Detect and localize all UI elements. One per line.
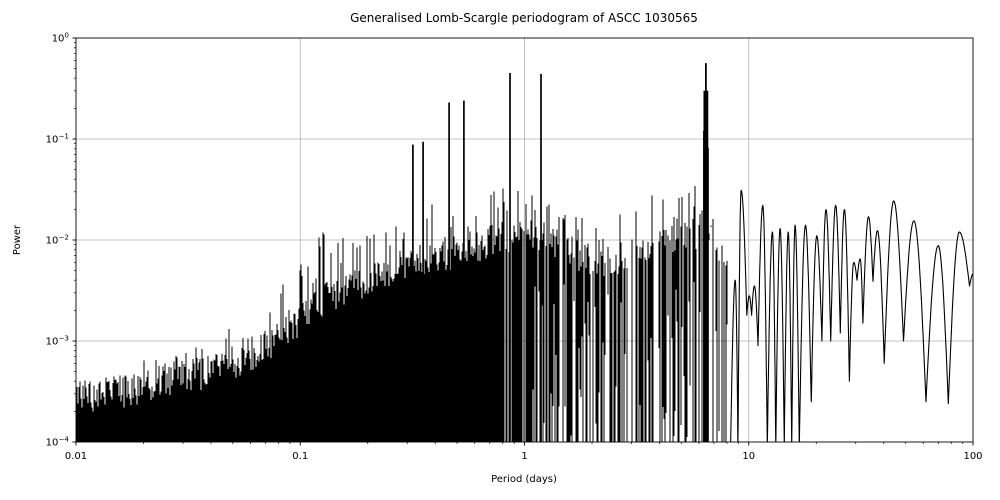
x-tick-label: 100 <box>963 451 982 462</box>
main-peak-lines <box>412 73 542 442</box>
x-tick-label: 0.01 <box>65 451 87 462</box>
axis-ticks <box>72 37 974 446</box>
y-tick-label: 10−2 <box>46 233 69 247</box>
y-axis-label: Power <box>12 224 23 255</box>
periodogram-series <box>76 63 973 442</box>
x-tick-label: 1 <box>521 451 527 462</box>
x-axis-label: Period (days) <box>491 474 557 485</box>
x-tick-labels: 0.01 0.1 1 10 100 <box>65 451 983 462</box>
x-tick-label: 10 <box>742 451 755 462</box>
smooth-tail-line <box>730 189 973 442</box>
noise-mass-line <box>76 160 728 442</box>
y-tick-label: 10−3 <box>46 334 69 348</box>
y-tick-label: 10−1 <box>46 132 69 146</box>
chart-title: Generalised Lomb-Scargle periodogram of … <box>350 11 698 25</box>
y-tick-label: 100 <box>52 31 70 45</box>
y-tick-label: 10−4 <box>46 435 70 449</box>
y-tick-labels: 100 10−1 10−2 10−3 10−4 <box>46 31 70 449</box>
x-tick-label: 0.1 <box>292 451 308 462</box>
